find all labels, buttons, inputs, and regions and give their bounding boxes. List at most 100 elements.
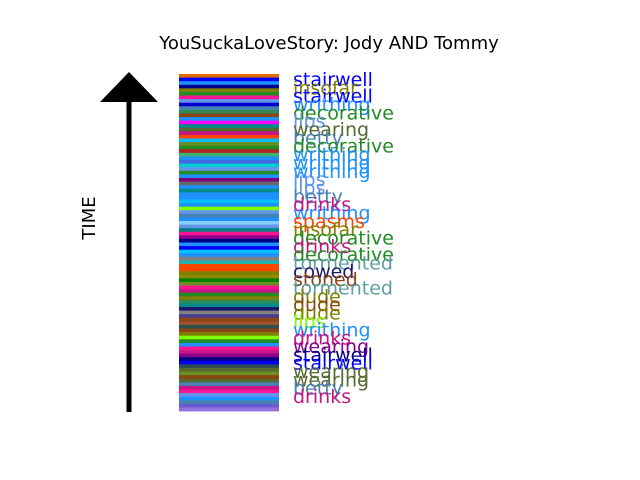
stripe [179,181,279,186]
y-axis-label: TIME [79,196,100,240]
stripe [179,138,279,143]
stripe [179,317,279,322]
stripe [179,328,279,333]
word-label: drinks [293,194,351,216]
word-label: wearing [293,336,369,358]
stripe [179,117,279,122]
stripe [179,403,279,408]
word-label: cowed [293,261,354,283]
stripe [179,192,279,197]
word-label: writhing [293,202,371,224]
word-label: decorative [293,136,394,158]
word-label: dude [293,303,341,325]
stripe [179,160,279,165]
stripe [179,274,279,279]
stripe [179,371,279,376]
stripe [179,84,279,89]
stripe [179,364,279,369]
word-label: drinks [293,236,351,258]
stripe [179,264,279,268]
stripe [179,74,279,78]
stripe [179,124,279,129]
stripe [179,120,279,125]
stripe [179,224,279,229]
stripe [179,367,279,372]
word-label: dude [293,294,341,316]
stripe [179,375,279,380]
word-label: lips [293,111,326,133]
stripe [179,228,279,233]
word-label: wearing [293,369,369,391]
stripe [179,177,279,182]
stripe [179,203,279,208]
word-label: stoned [293,269,358,291]
word-label: wearing [293,361,369,383]
time-arrow-head [100,72,158,102]
word-label: lips [293,177,326,199]
word-label: writhing [293,319,371,341]
stripe [179,292,279,297]
stripe [179,99,279,104]
word-label: betty [293,378,343,400]
stripe [179,95,279,100]
word-label: betty [293,127,343,149]
stripe [179,400,279,405]
word-label: writhing [293,152,371,174]
stripe [179,256,279,261]
stripe [179,174,279,179]
stripe [179,271,279,276]
stripe [179,281,279,286]
word-label: tormented [293,253,393,275]
stripe [179,382,279,387]
stripe [179,127,279,132]
word-labels: stairwellinsofarstairwellwrithingdecorat… [293,69,394,408]
stripe [179,152,279,157]
stripe-column [179,74,279,412]
word-label: writhing [293,144,371,166]
stripe [179,303,279,308]
stripe [179,238,279,243]
word-label: stairwell [293,69,373,91]
stripe [179,260,279,265]
word-label: lips [293,169,326,191]
word-label: dude [293,286,341,308]
word-label: betty [293,186,343,208]
stripe [179,88,279,93]
stripe [179,310,279,315]
stripe [179,81,279,86]
stripe [179,342,279,347]
word-label: insofar [293,219,358,241]
word-label: stairwell [293,353,373,375]
word-label: stairwell [293,86,373,108]
stripe [179,188,279,193]
stripe [179,307,279,312]
word-label: stairwell [293,344,373,366]
chart-title: YouSuckaLoveStory: Jody AND Tommy [158,33,499,54]
stripe [179,231,279,236]
stripe [179,109,279,114]
stripe [179,217,279,222]
stripe [179,285,279,290]
time-arrow [100,72,158,412]
stripe [179,253,279,258]
word-label: drinks [293,386,351,408]
stripe [179,393,279,398]
stripe [179,246,279,251]
stripe [179,102,279,107]
stripe [179,357,279,362]
word-label: decorative [293,244,394,266]
stripe [179,145,279,150]
word-label: drinks [293,328,351,350]
stripe [179,210,279,215]
stripe [179,407,279,412]
stripe [179,350,279,355]
stripe [179,131,279,136]
word-label: writhing [293,161,371,183]
stripe [179,134,279,139]
stripe [179,242,279,247]
word-label: lips [293,311,326,333]
stripe [179,113,279,118]
stripe [179,335,279,340]
